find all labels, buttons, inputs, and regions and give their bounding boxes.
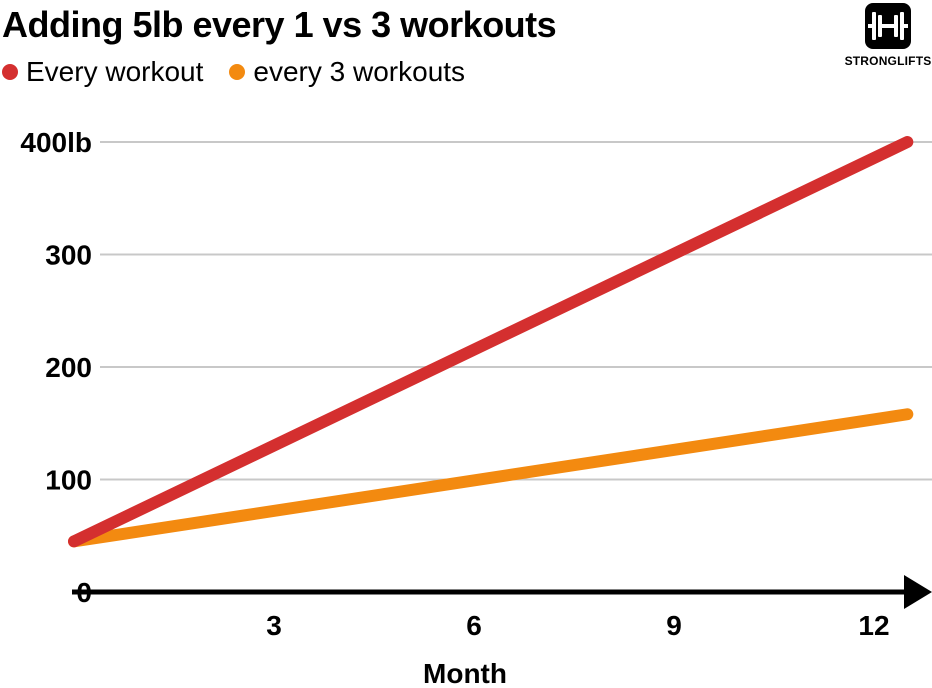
x-tick-label-6: 6 xyxy=(466,610,482,641)
y-tick-label-300: 300 xyxy=(45,240,92,271)
chart-title: Adding 5lb every 1 vs 3 workouts xyxy=(2,4,557,45)
x-axis-arrow xyxy=(904,575,932,609)
series-line-1 xyxy=(68,408,914,548)
y-tick-label-200: 200 xyxy=(45,352,92,383)
y-tick-label-100: 100 xyxy=(45,465,92,496)
legend: Every workout every 3 workouts xyxy=(2,54,491,90)
x-tick-label-12: 12 xyxy=(858,610,889,641)
series-line-0 xyxy=(68,136,914,548)
legend-swatch-every-workout xyxy=(2,64,18,80)
x-tick-label-3: 3 xyxy=(266,610,282,641)
legend-item-every-workout: Every workout xyxy=(2,56,203,88)
legend-item-every-3-workouts: every 3 workouts xyxy=(229,56,465,88)
x-axis-title: Month xyxy=(423,658,507,688)
barbell-plates-icon xyxy=(865,3,911,49)
x-tick-label-9: 9 xyxy=(666,610,682,641)
stronglifts-logo: STRONGLIFTS xyxy=(844,2,932,72)
legend-swatch-every-3-workouts xyxy=(229,64,246,80)
legend-label-every-3-workouts: every 3 workouts xyxy=(253,56,466,87)
legend-label-every-workout: Every workout xyxy=(26,56,204,87)
logo-text: STRONGLIFTS xyxy=(844,54,932,68)
y-tick-label-400: 400lb xyxy=(20,127,92,158)
